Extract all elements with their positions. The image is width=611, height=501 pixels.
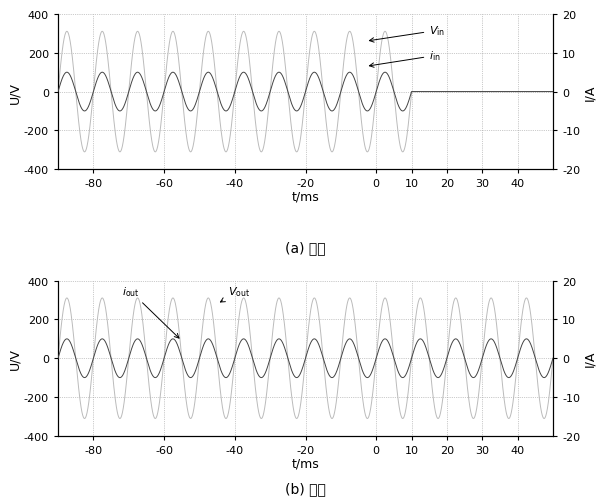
X-axis label: t/ms: t/ms bbox=[291, 190, 320, 203]
Text: $i_{\mathrm{out}}$: $i_{\mathrm{out}}$ bbox=[122, 285, 179, 338]
Y-axis label: U/V: U/V bbox=[8, 348, 21, 369]
Y-axis label: U/V: U/V bbox=[8, 82, 21, 103]
Text: $V_{\mathrm{out}}$: $V_{\mathrm{out}}$ bbox=[221, 285, 250, 303]
Text: (a) 输入: (a) 输入 bbox=[285, 241, 326, 255]
Text: (b) 输出: (b) 输出 bbox=[285, 481, 326, 495]
Text: $i_{\mathrm{in}}$: $i_{\mathrm{in}}$ bbox=[370, 50, 441, 68]
Text: $V_{\mathrm{in}}$: $V_{\mathrm{in}}$ bbox=[370, 25, 445, 43]
Y-axis label: I/A: I/A bbox=[583, 84, 596, 101]
X-axis label: t/ms: t/ms bbox=[291, 456, 320, 469]
Y-axis label: I/A: I/A bbox=[583, 350, 596, 367]
